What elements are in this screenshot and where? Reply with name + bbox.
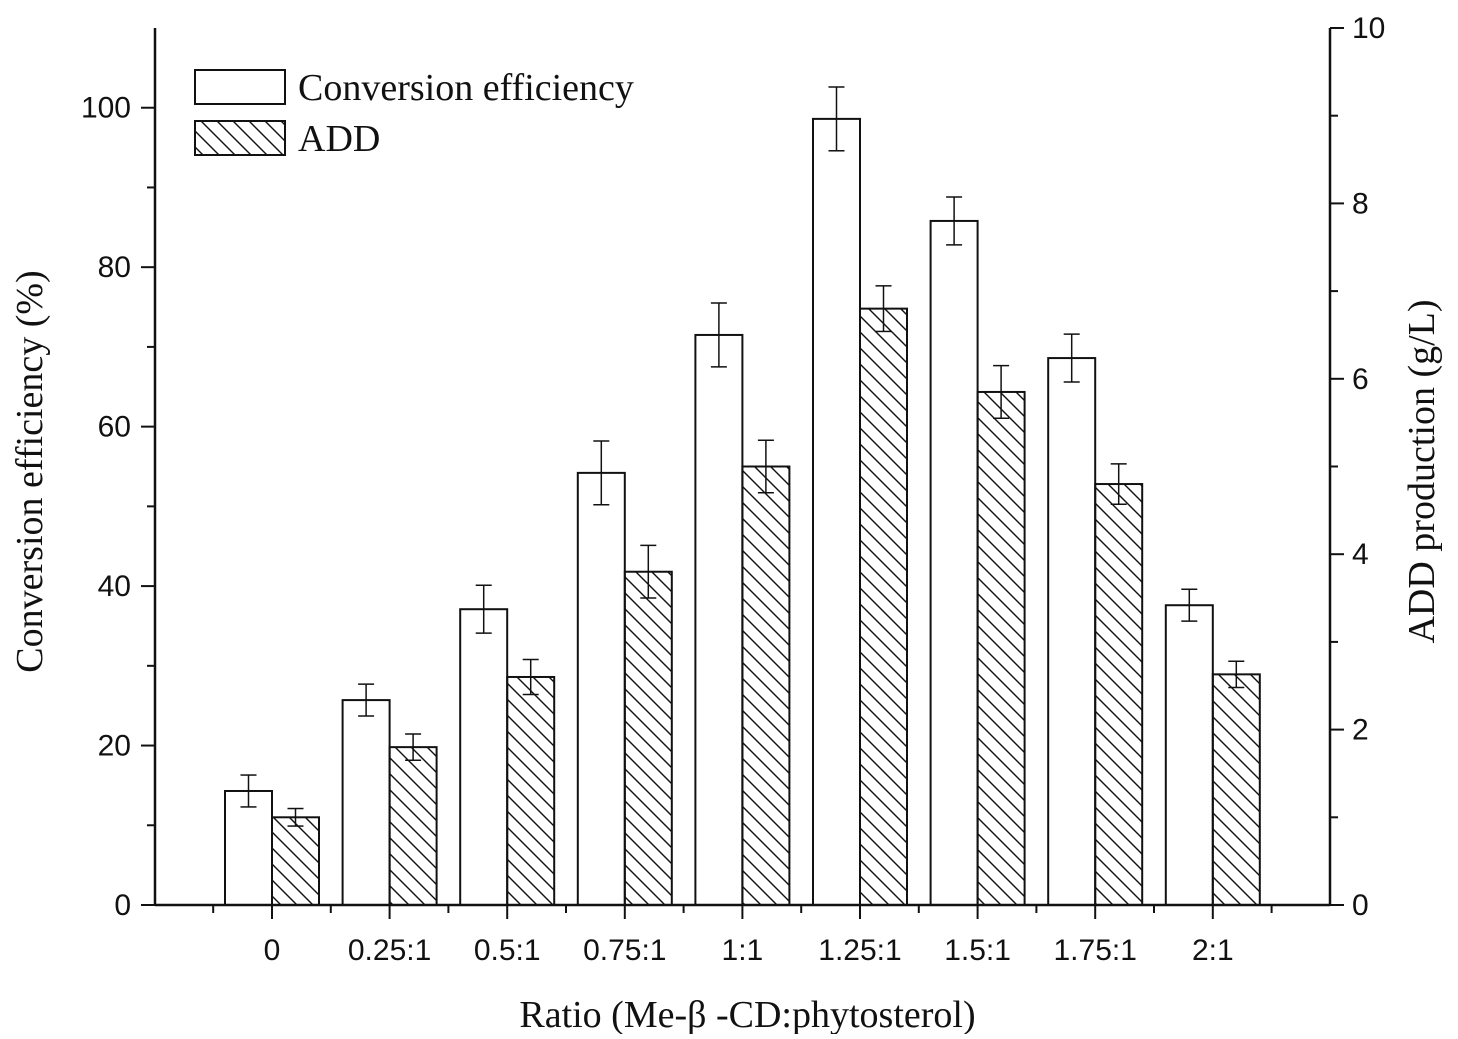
left-tick-label-100: 100	[81, 92, 131, 125]
x-tick-label-4: 1:1	[722, 934, 764, 967]
right-tick-label-10: 10	[1352, 12, 1385, 45]
conversion-bar-8	[1164, 604, 1214, 906]
add-bar-4	[741, 465, 791, 906]
x-axis-title: Ratio (Me-β -CD:phytosterol)	[519, 994, 975, 1034]
x-tick-label-1: 0.25:1	[348, 934, 431, 967]
add-bar-1	[388, 746, 438, 907]
left-tick-label-20: 20	[98, 730, 131, 763]
left-tick-label-60: 60	[98, 411, 131, 444]
conversion-bar-3	[576, 471, 626, 906]
legend-swatch-conversion	[194, 69, 286, 105]
left-tick-label-0: 0	[114, 889, 131, 922]
conversion-bar-7	[1047, 357, 1097, 906]
conversion-bar-5	[812, 117, 861, 906]
right-tick-label-6: 6	[1352, 363, 1369, 396]
conversion-bar-4	[694, 333, 744, 906]
left-y-axis-title: Conversion efficiency (%)	[9, 270, 51, 672]
right-tick-label-0: 0	[1352, 889, 1369, 922]
add-bar-2	[506, 675, 556, 906]
legend-label-add: ADD	[298, 118, 380, 160]
conversion-bar-1	[341, 699, 391, 906]
add-bar-3	[623, 570, 673, 906]
x-tick-label-2: 0.5:1	[474, 934, 541, 967]
left-tick-label-80: 80	[98, 251, 131, 284]
conversion-bar-6	[929, 219, 979, 906]
x-tick-label-3: 0.75:1	[583, 934, 666, 967]
right-tick-label-8: 8	[1352, 187, 1369, 220]
right-tick-label-4: 4	[1352, 538, 1369, 571]
legend-swatch-add	[194, 120, 286, 156]
x-tick-label-7: 1.75:1	[1053, 934, 1136, 967]
conversion-bar-0	[224, 789, 273, 906]
right-y-axis-title: ADD production (g/L)	[1401, 299, 1443, 643]
conversion-bar-2	[459, 608, 509, 906]
left-tick-label-40: 40	[98, 570, 131, 603]
x-tick-label-0: 0	[264, 934, 281, 967]
x-tick-label-8: 2:1	[1192, 934, 1234, 967]
x-tick-label-5: 1.25:1	[818, 934, 901, 967]
add-bar-0	[271, 816, 320, 906]
add-bar-5	[859, 307, 908, 906]
right-tick-label-2: 2	[1352, 714, 1369, 747]
add-bar-6	[976, 390, 1026, 906]
add-bar-8	[1211, 673, 1261, 906]
add-bar-7	[1094, 483, 1144, 906]
x-tick-label-6: 1.5:1	[944, 934, 1011, 967]
legend-label-conversion: Conversion efficiency	[298, 67, 634, 109]
